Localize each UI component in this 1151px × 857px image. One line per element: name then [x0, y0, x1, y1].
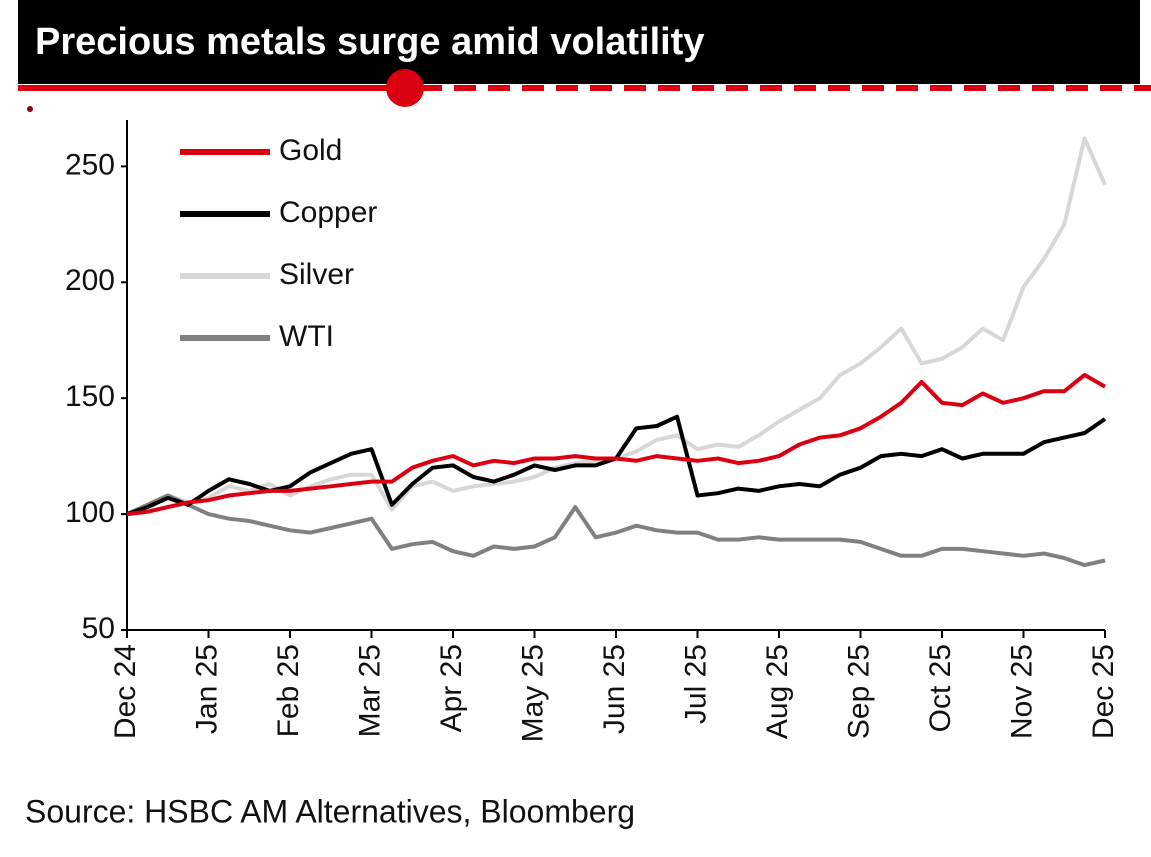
x-tick-label: Mar 25	[353, 644, 386, 737]
legend-label: Gold	[279, 134, 342, 167]
x-tick-label: May 25	[516, 644, 549, 742]
x-tick-label: Jan 25	[190, 644, 223, 734]
source-note: Source: HSBC AM Alternatives, Bloomberg	[25, 793, 635, 829]
x-tick-label: Apr 25	[435, 644, 468, 732]
x-tick-label: Dec 24	[109, 644, 142, 739]
legend-label: WTI	[279, 320, 334, 353]
series-line	[126, 373, 1106, 517]
series-line	[126, 414, 1107, 516]
y-tick-label: 100	[65, 496, 115, 529]
x-tick-label: Sep 25	[842, 644, 875, 739]
y-tick-label: 150	[65, 380, 115, 413]
y-tick-label: 50	[82, 612, 115, 645]
series-line	[126, 493, 1106, 568]
x-tick-label: Feb 25	[272, 644, 305, 737]
chart-title: Precious metals surge amid volatility	[35, 21, 704, 63]
legend-label: Silver	[279, 258, 354, 291]
banner-dot	[386, 69, 424, 107]
x-tick-label: Nov 25	[1005, 644, 1038, 739]
x-tick-label: Dec 25	[1087, 644, 1120, 739]
bullet	[27, 106, 33, 112]
y-tick-label: 250	[65, 148, 115, 181]
x-tick-label: Jun 25	[598, 644, 631, 734]
y-tick-label: 200	[65, 264, 115, 297]
title-banner	[18, 0, 1140, 84]
legend-label: Copper	[279, 196, 377, 229]
x-tick-label: Aug 25	[761, 644, 794, 739]
x-tick-label: Jul 25	[679, 644, 712, 724]
x-tick-label: Oct 25	[924, 644, 957, 732]
